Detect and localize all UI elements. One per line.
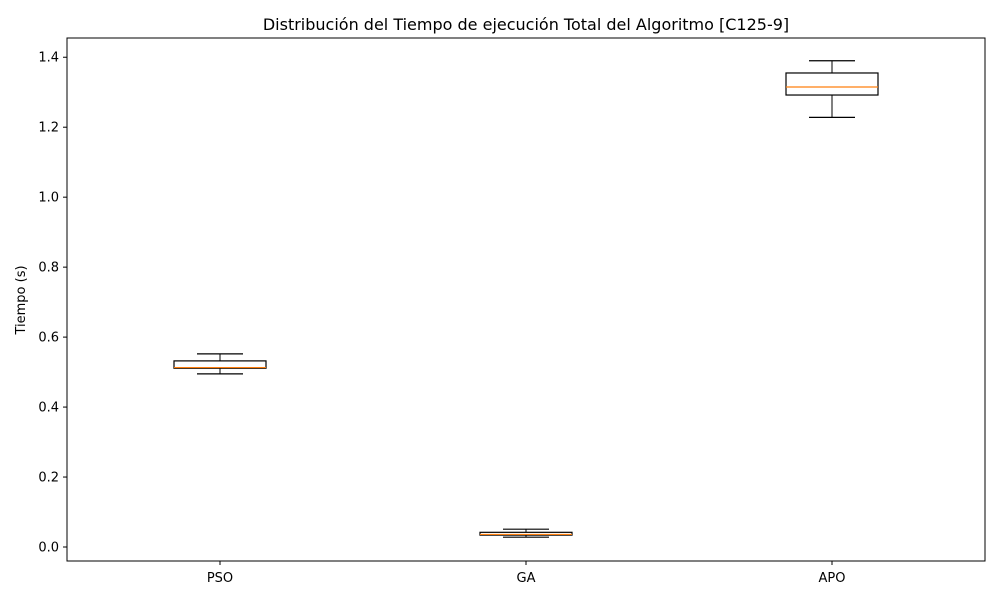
y-axis: 0.0 0.2 0.4 0.6 0.8 1.0 1.2 1.4 [38, 51, 67, 556]
y-axis-label: Tiempo (s) [14, 265, 29, 335]
y-tick-label: 1.0 [38, 191, 59, 206]
y-tick-label: 0.4 [38, 401, 59, 416]
y-tick-label: 0.6 [38, 331, 59, 346]
y-tick-label: 1.4 [38, 51, 59, 66]
box-apo [785, 60, 879, 119]
chart-title: Distribución del Tiempo de ejecución Tot… [263, 15, 789, 34]
x-tick-label: GA [517, 571, 536, 586]
x-tick-label: PSO [207, 571, 233, 586]
y-tick-label: 0.0 [38, 541, 59, 556]
box-series [173, 60, 879, 538]
box-pso [173, 353, 267, 375]
y-tick-label: 0.8 [38, 261, 59, 276]
box-iqr [173, 360, 267, 369]
box-iqr [479, 531, 573, 536]
box-ga [479, 528, 573, 538]
x-axis: PSO GA APO [207, 561, 846, 586]
box-iqr [785, 72, 879, 96]
plot-area-frame [66, 37, 986, 562]
y-tick-label: 0.2 [38, 471, 59, 486]
y-tick-label: 1.2 [38, 121, 59, 136]
x-tick-label: APO [819, 571, 846, 586]
